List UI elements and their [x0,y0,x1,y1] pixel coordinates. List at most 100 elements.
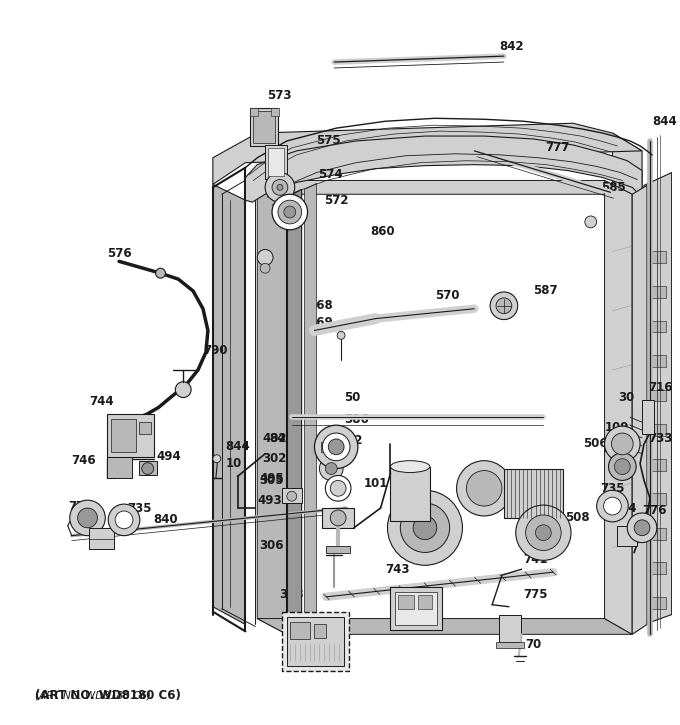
Text: 493: 493 [257,494,282,507]
Circle shape [337,331,345,339]
Bar [648,459,666,471]
Text: 622: 622 [338,434,362,447]
Circle shape [515,505,571,560]
Circle shape [496,298,512,314]
Text: 587: 587 [534,284,558,297]
Circle shape [413,516,437,539]
Bar [268,148,284,175]
Bar [398,595,414,609]
Text: 104: 104 [602,442,627,455]
Bar [504,468,563,518]
Text: 733: 733 [648,433,673,445]
Text: 574: 574 [318,168,343,181]
Bar [282,612,349,671]
Bar [316,437,346,457]
Text: (ART NO. WD8180 C6): (ART NO. WD8180 C6) [35,690,151,700]
Text: 569: 569 [309,316,333,329]
Text: 506: 506 [583,437,607,450]
Text: (ART NO. WD8180 C6): (ART NO. WD8180 C6) [35,689,181,702]
Polygon shape [257,181,287,634]
Text: 585: 585 [600,181,626,194]
Circle shape [615,459,630,474]
Text: 586: 586 [344,413,369,426]
Text: 568: 568 [309,299,333,312]
Text: 575: 575 [316,134,341,147]
Text: 716: 716 [648,381,673,394]
Circle shape [325,463,337,474]
Text: 744: 744 [90,395,114,408]
Bar [90,528,114,550]
Circle shape [328,439,344,455]
Circle shape [401,503,449,552]
Text: 573: 573 [267,89,292,102]
Polygon shape [213,184,245,624]
Text: 305: 305 [259,474,284,487]
Bar [322,442,341,452]
Circle shape [325,476,351,501]
Bar [648,320,666,332]
Circle shape [287,492,296,501]
Text: 743: 743 [386,563,410,576]
Bar [648,424,666,436]
Bar [139,460,156,476]
Polygon shape [287,189,302,634]
Bar [250,109,258,116]
Bar [314,624,326,638]
Text: 775: 775 [524,589,548,601]
Text: 492: 492 [262,433,287,445]
Bar [112,419,136,452]
Circle shape [70,500,105,536]
Bar [648,493,666,505]
Text: 306: 306 [259,539,284,552]
Bar [290,621,309,639]
Polygon shape [257,618,632,634]
Text: 734: 734 [613,502,637,515]
Circle shape [604,497,622,515]
Text: 860: 860 [371,225,395,239]
Text: 10: 10 [226,457,242,470]
Circle shape [330,510,346,526]
Text: 776: 776 [642,504,666,516]
Circle shape [272,194,307,230]
Circle shape [284,206,296,218]
Text: 508: 508 [565,511,590,524]
Text: 790: 790 [203,344,228,357]
Circle shape [142,463,154,474]
Circle shape [596,490,628,522]
Circle shape [585,216,596,228]
Polygon shape [613,133,642,616]
Text: 746: 746 [71,454,97,467]
Text: 735: 735 [600,482,625,494]
Circle shape [320,457,343,481]
Bar [322,508,354,528]
Text: 776: 776 [68,500,92,513]
Text: 570: 570 [435,289,460,302]
Bar [617,526,637,545]
Bar [648,355,666,367]
Bar [139,422,151,434]
Text: 735: 735 [127,502,152,515]
Bar [271,109,279,116]
Circle shape [388,490,462,566]
Polygon shape [213,123,642,184]
Polygon shape [107,414,154,457]
Circle shape [213,455,221,463]
Text: 843: 843 [269,433,294,445]
Bar [648,389,666,402]
Circle shape [278,200,302,224]
Bar [107,457,132,478]
Circle shape [490,292,517,320]
Bar [250,109,278,146]
Circle shape [115,511,133,529]
Bar [287,616,344,666]
Bar [648,528,666,539]
Circle shape [634,520,650,536]
Text: 842: 842 [499,40,524,53]
Polygon shape [245,136,642,202]
Circle shape [627,513,657,542]
Bar [642,399,654,434]
Circle shape [260,263,270,273]
Circle shape [330,481,346,496]
Bar [499,615,521,642]
Text: 302: 302 [262,452,286,465]
